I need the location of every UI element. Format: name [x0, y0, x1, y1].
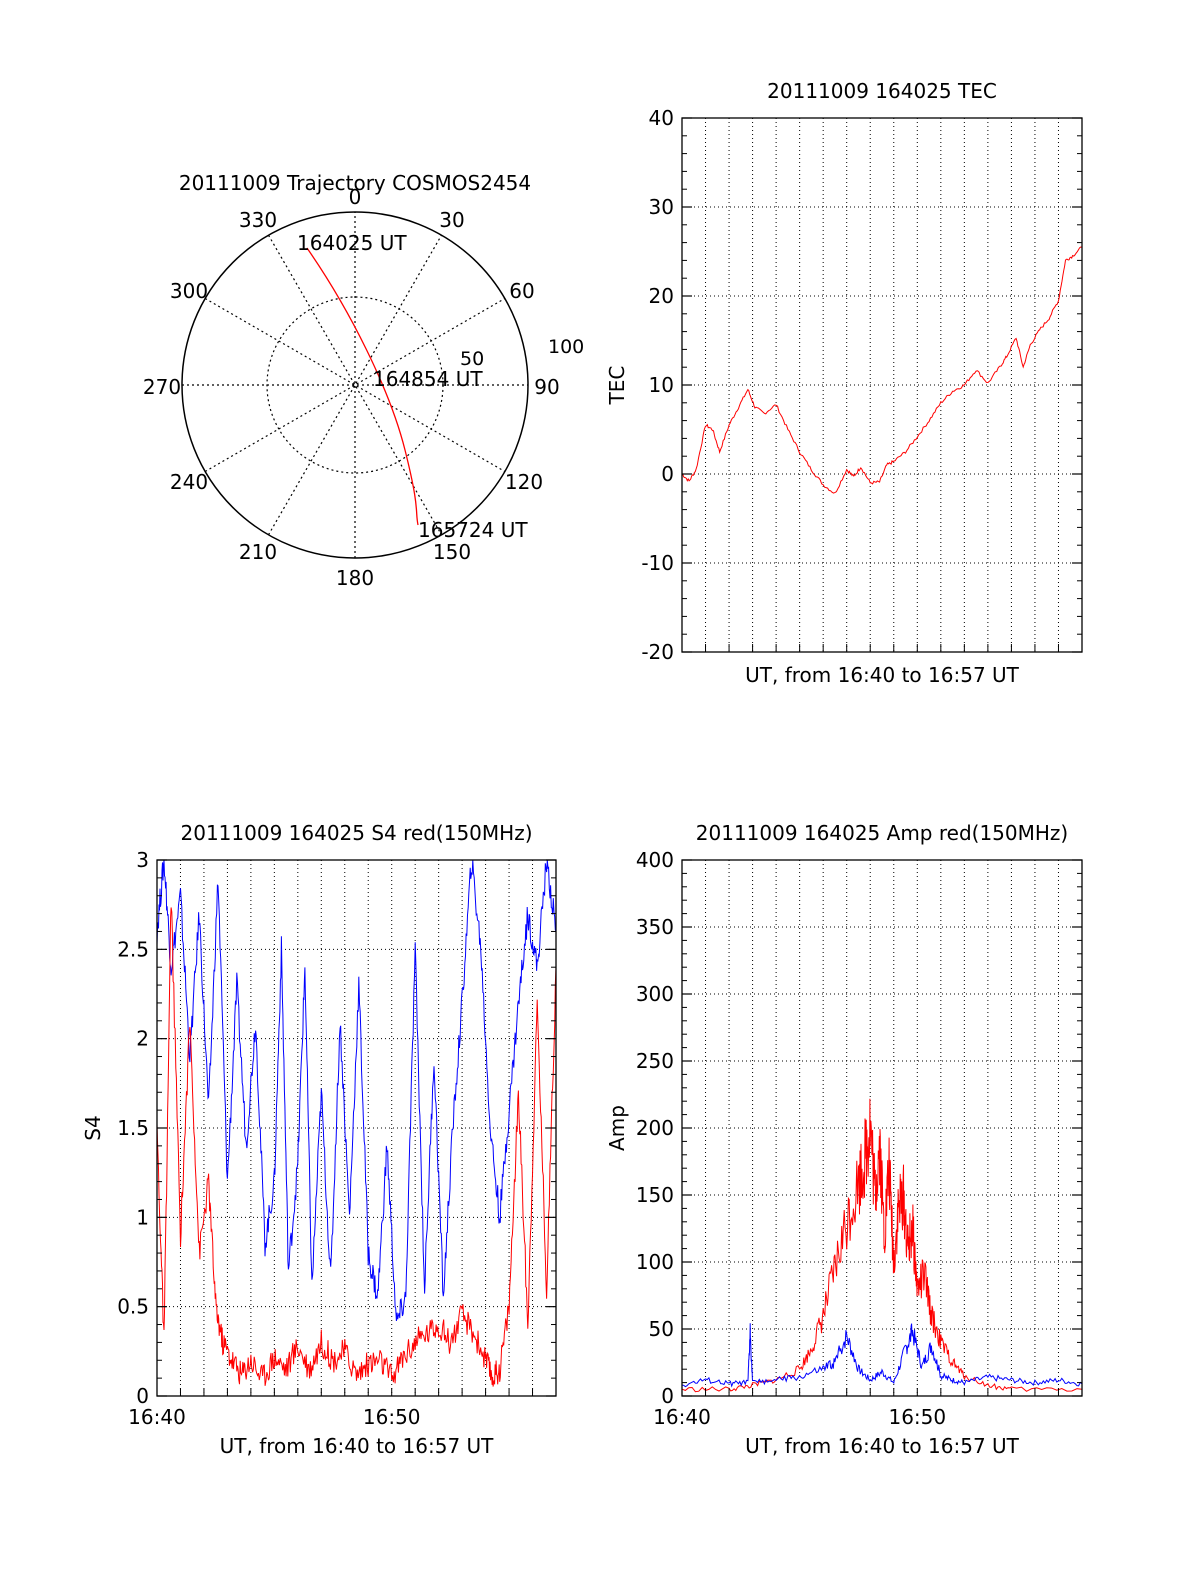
x-axis-label: UT, from 16:40 to 16:57 UT	[220, 1434, 495, 1458]
s4-chart: 20111009 164025 S4 red(150MHz) 0 0.5 1 1.5 2 2…	[81, 821, 557, 1458]
chart-title: 20111009 164025 S4 red(150MHz)	[181, 821, 533, 845]
polar-azimuth-label: 120	[505, 470, 543, 494]
polar-azimuth-label: 30	[439, 208, 464, 232]
trajectory-start-label: 164025 UT	[297, 231, 407, 255]
trajectory-end-label: 165724 UT	[418, 518, 528, 542]
y-tick-label: 1	[136, 1205, 149, 1229]
y-tick-label: -20	[641, 640, 674, 664]
y-tick-label: 3	[136, 848, 149, 872]
y-tick-label: 0.5	[117, 1295, 149, 1319]
y-tick-label: 50	[649, 1317, 674, 1341]
x-axis-label: UT, from 16:40 to 16:57 UT	[745, 663, 1020, 687]
series-line	[681, 246, 1083, 494]
y-tick-label: 100	[636, 1250, 674, 1274]
polar-ring-label-100: 100	[548, 336, 584, 358]
polar-azimuth-label: 270	[143, 375, 181, 399]
chart-title: 20111009 164025 Amp red(150MHz)	[696, 821, 1068, 845]
polar-azimuth-label: 300	[170, 279, 208, 303]
y-tick-label: 200	[636, 1116, 674, 1140]
x-tick-label: 16:50	[888, 1405, 946, 1429]
y-tick-label: 300	[636, 982, 674, 1006]
x-tick-label: 16:50	[363, 1405, 421, 1429]
amp-chart: 20111009 164025 Amp red(150MHz) 0 50 100 150…	[605, 821, 1083, 1458]
y-tick-label: 10	[649, 373, 674, 397]
series-line	[156, 907, 557, 1387]
y-tick-label: 350	[636, 915, 674, 939]
y-tick-label: 2	[136, 1027, 149, 1051]
series-line	[156, 859, 557, 1322]
polar-azimuth-label: 240	[170, 470, 208, 494]
y-tick-label: 2.5	[117, 937, 149, 961]
polar-azimuth-label: 0	[349, 185, 362, 209]
polar-azimuth-labels: 0 30 60 90 120 150 180 210 240 270 300 330	[143, 185, 560, 590]
tec-chart: 20111009 164025 TEC -20 -10 0 10 20 30 40 UT, fr…	[605, 79, 1083, 687]
y-tick-label: 30	[649, 195, 674, 219]
y-tick-label: 150	[636, 1183, 674, 1207]
polar-title: 20111009 Trajectory COSMOS2454	[179, 171, 531, 195]
y-axis-label: Amp	[605, 1105, 629, 1151]
x-axis-label: UT, from 16:40 to 16:57 UT	[745, 1434, 1020, 1458]
y-tick-label: 1.5	[117, 1116, 149, 1140]
series-line	[681, 1098, 1083, 1393]
trajectory-mid-label: 164854 UT	[373, 367, 483, 391]
y-axis-label: TEC	[605, 366, 629, 406]
y-tick-label: 400	[636, 848, 674, 872]
polar-ring-label-50: 50	[460, 348, 484, 370]
y-axis-label: S4	[81, 1115, 105, 1140]
y-tick-label: 0	[136, 1384, 149, 1408]
polar-azimuth-label: 60	[509, 279, 534, 303]
chart-title: 20111009 164025 TEC	[767, 79, 997, 103]
polar-azimuth-label: 180	[336, 566, 374, 590]
polar-azimuth-label: 150	[433, 540, 471, 564]
y-tick-label: 20	[649, 284, 674, 308]
polar-azimuth-label: 210	[239, 540, 277, 564]
y-tick-label: 250	[636, 1049, 674, 1073]
y-tick-label: 0	[661, 1384, 674, 1408]
y-tick-label: 40	[649, 106, 674, 130]
series-line	[681, 1323, 1083, 1388]
polar-azimuth-label: 330	[239, 208, 277, 232]
polar-azimuth-label: 90	[534, 375, 559, 399]
trajectory-line	[306, 247, 419, 526]
y-tick-label: 0	[661, 462, 674, 486]
y-tick-label: -10	[641, 551, 674, 575]
polar-trajectory-plot: 20111009 Trajectory COSMOS2454 0 30 60 90 12…	[143, 171, 584, 590]
x-tick-label: 16:40	[128, 1405, 186, 1429]
x-tick-label: 16:40	[653, 1405, 711, 1429]
